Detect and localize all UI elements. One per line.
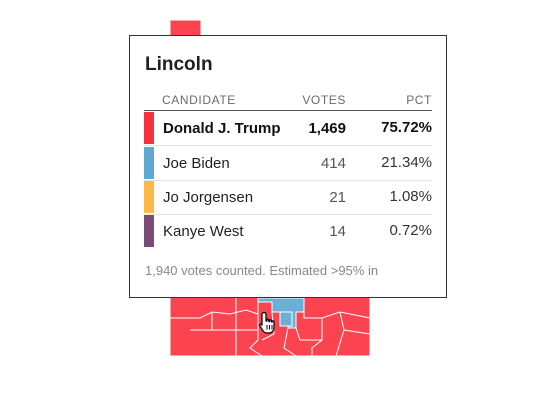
candidate-votes: 414 — [320, 155, 346, 172]
column-header-votes: VOTES — [302, 93, 346, 107]
candidate-pct: 75.72% — [381, 119, 432, 136]
candidate-pct: 1.08% — [389, 188, 432, 205]
county-name: Lincoln — [145, 54, 213, 75]
county-borders — [170, 298, 371, 357]
candidate-votes: 14 — [329, 223, 346, 240]
party-color-swatch — [144, 112, 154, 144]
candidate-name: Joe Biden — [163, 155, 230, 172]
party-color-swatch — [144, 215, 154, 247]
party-color-swatch — [144, 147, 154, 179]
county-results-tooltip: Lincoln CANDIDATE VOTES PCT Donald J. Tr… — [129, 35, 447, 298]
candidate-pct: 21.34% — [381, 154, 432, 171]
column-header-candidate: CANDIDATE — [162, 93, 236, 107]
column-header-pct: PCT — [406, 93, 432, 107]
candidate-row: Kanye West 14 0.72% — [144, 214, 432, 248]
candidate-row: Joe Biden 414 21.34% — [144, 146, 432, 181]
candidate-name: Jo Jorgensen — [163, 189, 254, 206]
county-shape-democrat[interactable] — [279, 311, 293, 327]
hand-pointer-icon — [259, 311, 275, 334]
candidate-row: Donald J. Trump 1,469 75.72% — [144, 111, 432, 146]
candidate-name: Kanye West — [163, 223, 244, 240]
candidate-name: Donald J. Trump — [163, 120, 281, 137]
votes-counted-note: 1,940 votes counted. Estimated >95% in — [145, 263, 379, 278]
candidate-votes: 21 — [329, 189, 346, 206]
candidate-row: Jo Jorgensen 21 1.08% — [144, 180, 432, 215]
header-divider — [144, 110, 432, 111]
candidate-pct: 0.72% — [389, 222, 432, 239]
party-color-swatch — [144, 181, 154, 213]
candidate-votes: 1,469 — [308, 120, 346, 137]
county-shape[interactable] — [169, 19, 202, 37]
